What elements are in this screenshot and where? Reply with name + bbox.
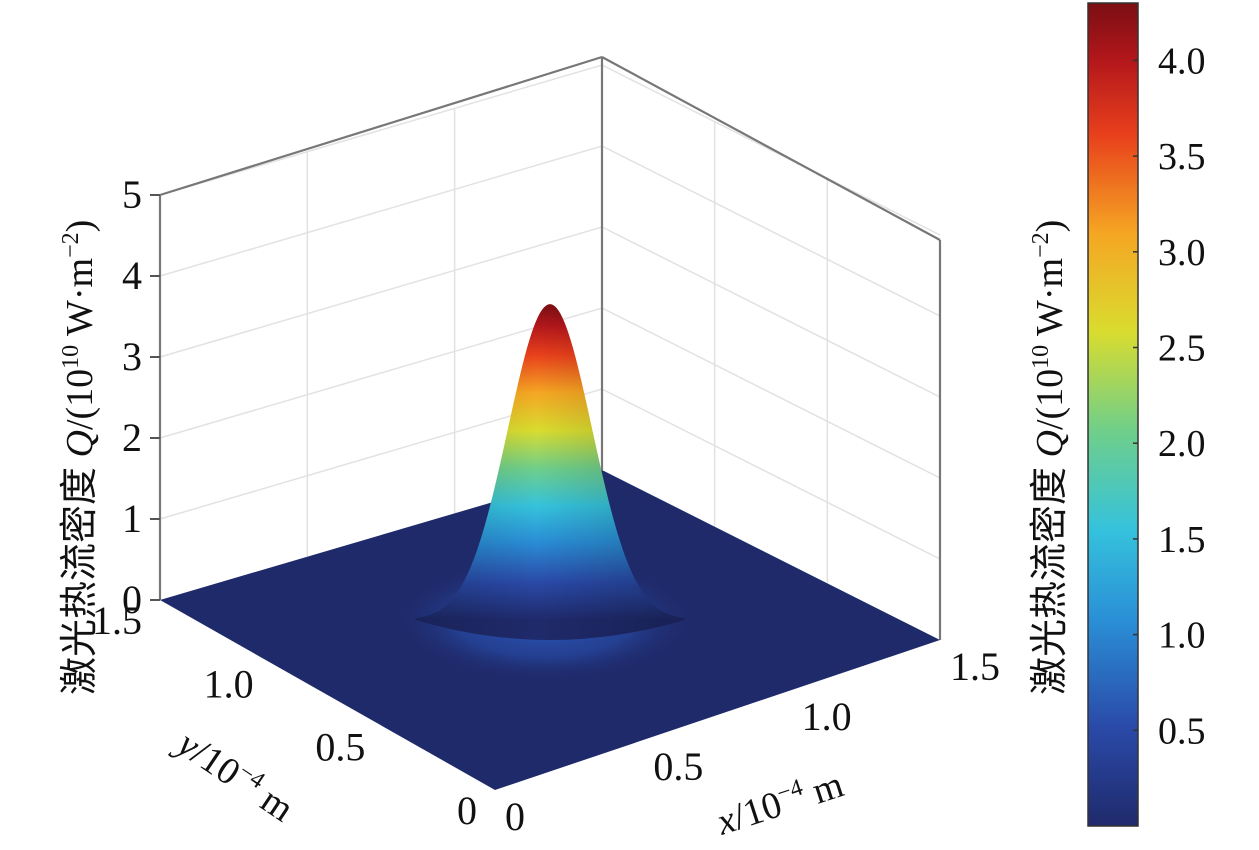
- y-axis-label: y/10−4 m: [167, 720, 302, 831]
- back-walls: [160, 57, 940, 640]
- x-axis-ticks: 0 0.5 1.0 1.5: [505, 644, 1000, 839]
- z-tick-label: 0: [122, 577, 142, 622]
- x-tick-label: 1.0: [802, 694, 852, 739]
- y-tick-label: 0: [457, 788, 477, 833]
- z-axis-label: 激光热流密度 Q/(1010 W·m−2): [58, 220, 101, 695]
- z-tick-label: 4: [122, 253, 142, 298]
- x-tick-label: 0.5: [653, 744, 703, 789]
- x-tick-label: 1.5: [950, 644, 1000, 689]
- y-tick-label: 1.0: [204, 661, 254, 706]
- colorbar-tick-label: 4.0: [1158, 40, 1206, 82]
- colorbar-tick-label: 0.5: [1158, 710, 1206, 752]
- y-tick-label: 0.5: [315, 725, 365, 770]
- colorbar: [1087, 2, 1139, 827]
- z-tick-label: 5: [122, 172, 142, 217]
- colorbar-label: 激光热流密度 Q/(1010 W·m−2): [1028, 220, 1071, 695]
- z-tick-label: 2: [122, 415, 142, 460]
- colorbar-tick-label: 1.0: [1158, 615, 1206, 657]
- colorbar-ticks: 0.5 1.0 1.5 2.0 2.5 3.0 3.5 4.0: [1133, 40, 1206, 752]
- x-axis-label: x/10−4 m: [711, 762, 849, 843]
- z-tick-label: 3: [122, 334, 142, 379]
- y-tick-label: 1.5: [92, 598, 142, 643]
- colorbar-tick-label: 3.0: [1158, 232, 1206, 274]
- z-tick-label: 1: [122, 496, 142, 541]
- y-axis-ticks: 0 0.5 1.0 1.5: [92, 598, 477, 833]
- surface-peak: [415, 304, 685, 640]
- colorbar-tick-label: 2.5: [1158, 328, 1206, 370]
- colorbar-tick-label: 1.5: [1158, 519, 1206, 561]
- x-tick-label: 0: [505, 794, 525, 839]
- axis-box: [158, 55, 942, 640]
- z-axis-ticks: 0 1 2 3 4 5: [122, 172, 160, 622]
- gridlines: [159, 64, 941, 584]
- colorbar-tick-label: 2.0: [1158, 423, 1206, 465]
- colorbar-tick-label: 3.5: [1158, 136, 1206, 178]
